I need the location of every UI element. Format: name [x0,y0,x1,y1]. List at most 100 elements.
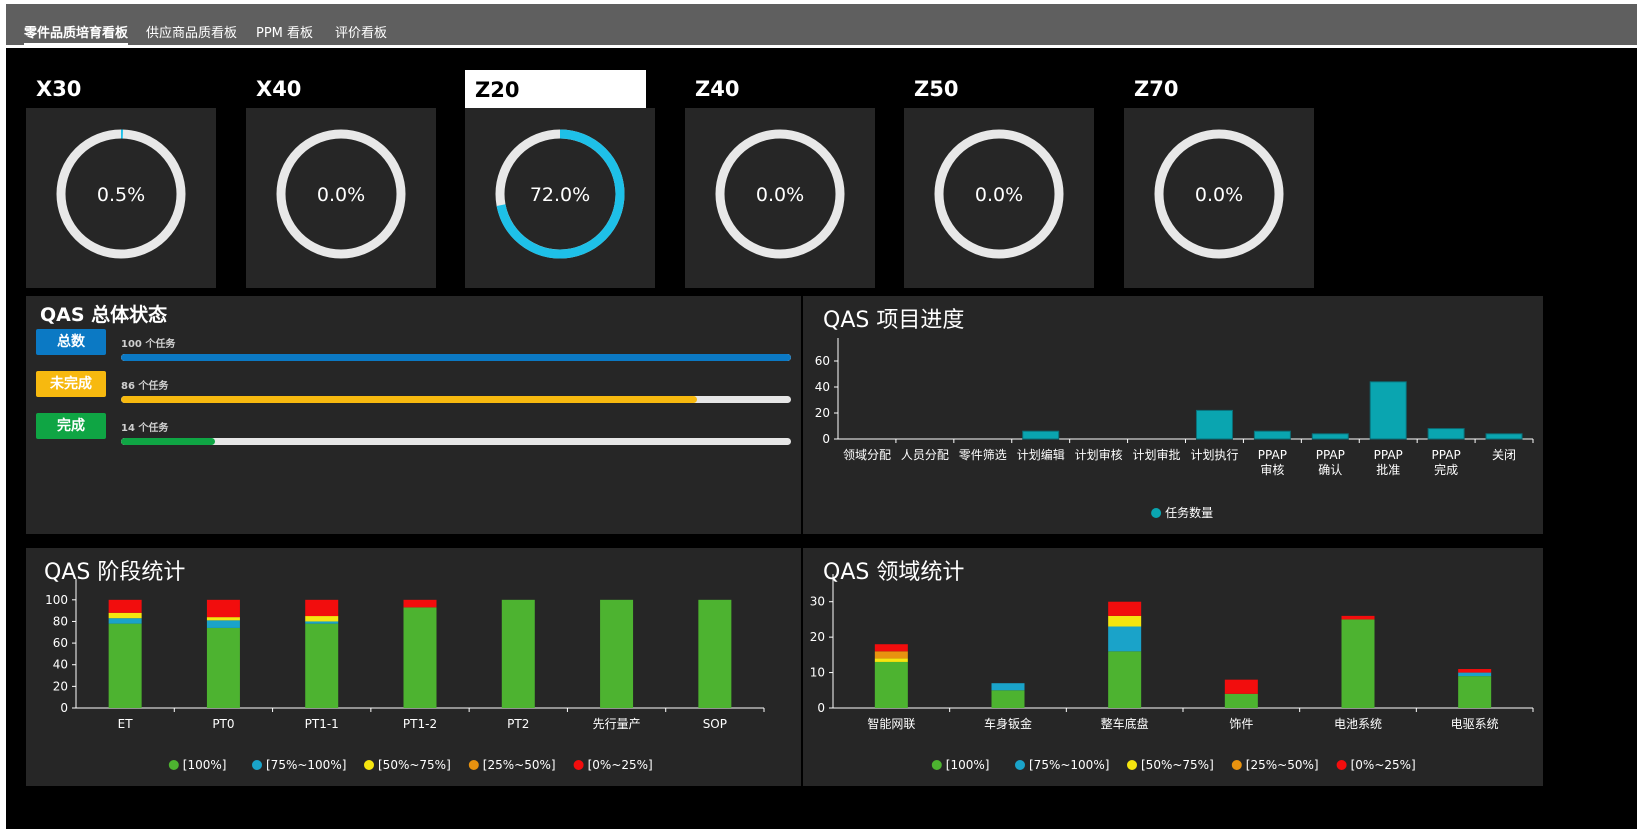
tab-evaluation[interactable]: 评价看板 [335,26,388,41]
card-title-z20[interactable]: Z20 [465,70,646,110]
bar-segment[interactable] [1224,693,1258,708]
bar-segment[interactable] [874,644,908,652]
complete-progress-fill [121,438,215,445]
x-tick-label: 饰件 [1229,717,1253,731]
donut-value-label: 0.0% [756,184,804,206]
legend-item[interactable]: [75%~100%] [1015,758,1109,772]
bar-segment[interactable] [1311,433,1349,440]
qas-domain-panel: QAS 领域统计 0 10 20 30 智能网联 车身钣金 整车底盘 饰件 电池系统 电驱系统 [1… [803,548,1543,786]
bar-segment[interactable] [305,621,339,624]
legend-item[interactable]: [25%~50%] [1231,758,1319,772]
legend-item[interactable]: [50%~75%] [364,758,451,772]
bar-segment[interactable] [1458,676,1492,708]
bar-segment[interactable] [1195,409,1233,440]
bar-segment[interactable] [108,618,142,624]
bar-segment[interactable] [991,690,1025,708]
donut-track [715,129,845,259]
card-title-z70[interactable]: Z70 [1134,77,1179,101]
total-progress-bar [121,354,791,361]
bar-segment[interactable] [305,616,339,622]
card-title-x40[interactable]: X40 [256,77,302,101]
bar-segment[interactable] [1485,433,1523,440]
x-tick-label: 先行量产 [593,717,641,731]
incomplete-task-count: 86 个任务 [121,381,169,392]
bar-segment[interactable] [1108,651,1142,708]
x-tick-label: 人员分配 [901,448,949,462]
legend-marker [1231,760,1242,770]
legend-marker [1151,508,1162,518]
legend-item[interactable]: [100%] [168,758,227,772]
card-x30[interactable]: 0.5% [26,108,216,288]
panel-title: QAS 项目进度 [823,308,965,333]
legend-item[interactable]: [0%~25%] [1336,758,1416,772]
x-tick-label: 零件筛选 [959,447,1007,462]
legend-label: [100%] [183,758,227,772]
donut-value-label: 72.0% [530,184,590,206]
donut-track [276,129,406,259]
incomplete-progress-bar [121,396,791,403]
bar-segment[interactable] [1369,381,1407,440]
bar-segment[interactable] [1224,679,1258,694]
legend-label: [100%] [946,758,990,772]
bar-segment[interactable] [1458,672,1492,677]
bar-segment[interactable] [1022,430,1060,440]
bar-segment[interactable] [874,661,908,708]
card-x40[interactable]: 0.0% [246,108,436,288]
bar-segment[interactable] [501,599,535,708]
bar-segment[interactable] [600,599,634,708]
x-tick-label: SOP [703,717,727,731]
card-title-z50[interactable]: Z50 [914,77,959,101]
legend-label: [50%~75%] [378,758,451,772]
bar-segment[interactable] [305,623,339,708]
bar-segment[interactable] [403,607,437,708]
card-z50[interactable]: 0.0% [904,108,1094,288]
legend-item[interactable]: [0%~25%] [573,758,653,772]
bar-segment[interactable] [1253,430,1291,440]
legend-item[interactable]: [75%~100%] [252,758,346,772]
x-tick-label: 车身钣金 [984,716,1032,731]
bar-segment[interactable] [1108,626,1142,652]
y-tick-label: 60 [53,636,68,650]
card-z70[interactable]: 0.0% [1124,108,1314,288]
legend-label: [75%~100%] [1029,758,1109,772]
bar-segment[interactable] [1458,669,1492,673]
tab-part-quality[interactable]: 零件品质培育看板 [24,22,129,45]
bar-segment[interactable] [698,599,732,708]
bar-segment[interactable] [108,623,142,708]
bar-segment[interactable] [206,620,240,628]
bar-segment[interactable] [1341,615,1375,620]
bar-segment[interactable] [1341,619,1375,708]
bar-segment[interactable] [305,599,339,617]
bar-segment[interactable] [206,617,240,621]
card-z20[interactable]: 72.0% [465,108,655,288]
legend-item[interactable]: [50%~75%] [1127,758,1214,772]
bar-segment[interactable] [108,612,142,619]
bar-segment[interactable] [206,627,240,708]
tab-ppm[interactable]: PPM 看板 [256,26,314,41]
y-tick-label: 80 [53,614,68,628]
bar-segment[interactable] [403,599,437,608]
x-tick-label: 计划审核 [1075,447,1123,462]
dashboard-frame: 零件品质培育看板 供应商品质看板 PPM 看板 评价看板 X30 X40 Z20… [6,4,1637,829]
card-title-z40[interactable]: Z40 [695,77,740,101]
card-z40[interactable]: 0.0% [685,108,875,288]
legend-item[interactable]: [100%] [931,758,990,772]
bar-segment[interactable] [1108,601,1142,616]
bar-segment[interactable] [991,683,1025,691]
donut-track [1154,129,1284,259]
bar-segment[interactable] [874,651,908,659]
bar-segment[interactable] [206,599,240,618]
tab-supplier-quality[interactable]: 供应商品质看板 [146,26,238,41]
legend-item[interactable]: 任务数量 [1151,505,1213,520]
donut-progress-arc [56,129,186,259]
y-tick-label: 0 [822,432,830,446]
bar-segment[interactable] [874,658,908,662]
legend-item[interactable]: [25%~50%] [468,758,556,772]
card-title-x30[interactable]: X30 [36,77,82,101]
bar-segment[interactable] [1427,428,1465,440]
x-tick-label: PT2 [507,717,529,731]
bar-segment[interactable] [108,599,142,613]
y-tick-label: 60 [815,354,830,368]
bar-segment[interactable] [1108,615,1142,627]
complete-progress-bar [121,438,791,445]
